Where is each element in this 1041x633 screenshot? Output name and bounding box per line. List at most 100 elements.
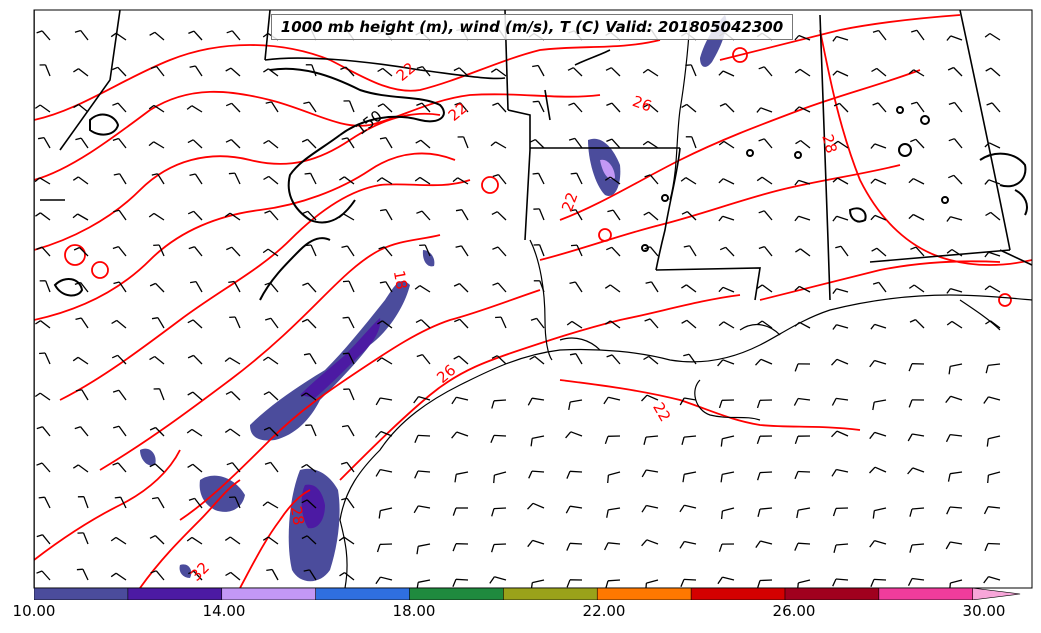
wind-barb xyxy=(950,363,963,368)
wind-barb-flag xyxy=(455,245,462,248)
wind-barb xyxy=(646,504,659,509)
wind-barb xyxy=(78,103,89,113)
wind-barb xyxy=(987,542,1001,545)
wind-barb xyxy=(346,462,355,473)
wind-barb xyxy=(645,435,659,438)
wind-barb-flag xyxy=(492,246,499,250)
wind-barb xyxy=(610,320,621,329)
wind-barb xyxy=(231,30,241,41)
wind-barb-flag xyxy=(907,578,913,586)
wind-barb-flag xyxy=(75,389,82,392)
wind-barb xyxy=(989,285,1001,293)
wind-barb xyxy=(82,568,89,581)
wind-barb-flag xyxy=(718,286,724,293)
wind-barb-flag xyxy=(302,282,309,286)
wind-barb-flag xyxy=(74,281,81,286)
wind-barb-flag xyxy=(756,472,761,481)
wind-barb xyxy=(912,577,925,581)
wind-barb xyxy=(493,434,507,437)
wind-barb xyxy=(954,102,963,113)
wind-barb xyxy=(382,103,393,113)
temp-label: 28 xyxy=(287,505,308,527)
wind-barb xyxy=(39,104,51,113)
wind-barb-flag xyxy=(681,211,688,215)
wind-barb-flag xyxy=(377,67,384,73)
wind-barb-flag xyxy=(681,284,687,289)
wind-barb xyxy=(118,389,127,401)
wind-barb xyxy=(991,102,1001,113)
wind-barb-flag xyxy=(565,505,571,514)
wind-barb xyxy=(569,470,583,473)
wind-barb xyxy=(573,102,583,113)
wind-barb-flag xyxy=(796,509,799,519)
wind-barb xyxy=(608,471,621,476)
wind-barb xyxy=(268,68,279,77)
wind-barb-flag xyxy=(451,431,458,439)
wind-barb xyxy=(270,462,279,473)
wind-barb-flag xyxy=(718,543,723,552)
wind-barb-flag xyxy=(264,461,271,465)
wind-barb-flag xyxy=(679,541,685,549)
wind-barb-flag xyxy=(491,400,495,409)
wind-barb xyxy=(569,542,583,545)
wind-barb xyxy=(722,178,735,185)
wind-barb-flag xyxy=(225,571,232,577)
wind-barb xyxy=(44,352,51,365)
wind-barb-flag xyxy=(148,141,155,147)
wind-barb-flag xyxy=(641,539,648,547)
wind-barb-flag xyxy=(641,394,648,402)
wind-barb-flag xyxy=(679,397,685,406)
wind-barb-flag xyxy=(910,138,917,143)
wind-barb-flag xyxy=(718,178,724,184)
wind-barb-flag xyxy=(907,433,913,442)
wind-barb xyxy=(155,570,165,581)
wind-barb xyxy=(988,363,1001,367)
wind-barb xyxy=(192,391,203,401)
wind-barb-flag xyxy=(870,579,875,588)
wind-barb-flag xyxy=(948,174,955,179)
wind-barb-flag xyxy=(490,435,495,444)
wind-barb xyxy=(915,246,925,257)
wind-barb-flag xyxy=(909,319,916,323)
wind-barb xyxy=(570,505,583,509)
wind-barb-flag xyxy=(378,510,381,519)
colorbar-tick-label: 10.00 xyxy=(12,602,56,620)
wind-barb xyxy=(231,462,241,473)
wind-barb xyxy=(538,101,545,113)
wind-barb-flag xyxy=(682,474,685,483)
wind-barb xyxy=(385,137,393,149)
wind-barb-flag xyxy=(492,173,499,178)
wind-barb xyxy=(534,355,545,365)
wind-barb-flag xyxy=(72,176,79,181)
wind-barb xyxy=(420,319,431,329)
wind-barb-flag xyxy=(224,357,231,363)
wind-barb-flag xyxy=(909,544,913,553)
wind-barb xyxy=(574,138,583,149)
wind-barb xyxy=(455,578,469,581)
wind-barb xyxy=(80,317,89,329)
wind-barb xyxy=(649,174,659,185)
wind-barb xyxy=(873,578,887,581)
wind-barb-flag xyxy=(872,401,875,411)
wind-barb xyxy=(759,507,773,510)
wind-barb-flag xyxy=(604,436,609,445)
wind-barb-flag xyxy=(114,496,121,499)
wind-barb xyxy=(305,392,317,401)
wind-barb-flag xyxy=(72,464,79,469)
wind-barb xyxy=(267,501,279,509)
wind-barb-flag xyxy=(187,210,194,215)
wind-barb-flag xyxy=(718,400,723,409)
wind-barb-flag xyxy=(795,139,801,145)
wind-barb xyxy=(837,177,849,185)
wind-barb-flag xyxy=(719,246,726,251)
wind-barb-flag xyxy=(413,505,419,514)
wind-barb xyxy=(840,245,849,257)
wind-barb-flag xyxy=(681,319,688,324)
wind-barb xyxy=(950,541,963,545)
wind-barb xyxy=(80,282,89,293)
wind-barb xyxy=(460,245,469,257)
wind-barb-flag xyxy=(758,210,765,214)
wind-barb xyxy=(421,354,431,365)
wind-barb xyxy=(722,507,735,512)
wind-barb-flag xyxy=(492,282,499,286)
